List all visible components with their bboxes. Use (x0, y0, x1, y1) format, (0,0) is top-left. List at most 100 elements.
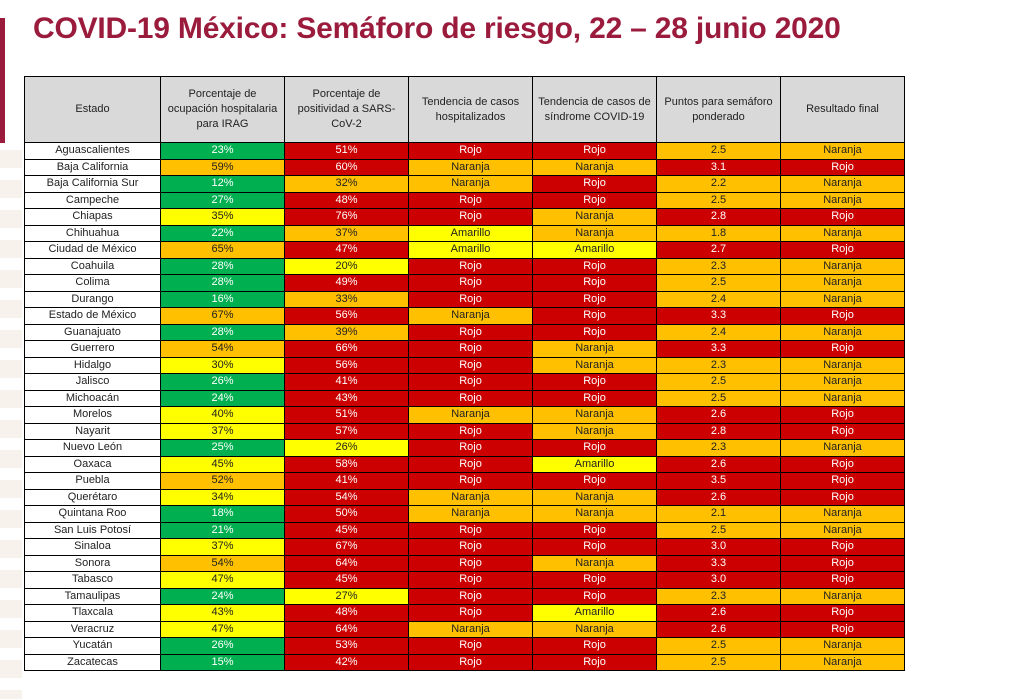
cell-sindrome: Rojo (532, 587, 657, 605)
table-body: Aguascalientes 23% 51% Rojo Rojo 2.5 Naranja Ba… (24, 142, 905, 671)
cell-puntos: 3.0 (656, 538, 781, 556)
table-row: Baja California 59% 60% Naranja Naranja 3.1 Ro… (24, 158, 905, 176)
cell-estado: Puebla (24, 472, 161, 490)
cell-ocupacion: 35% (160, 208, 285, 226)
header-positividad: Porcentaje de positividad a SARS-CoV-2 (284, 76, 409, 143)
cell-hosp: Rojo (408, 604, 533, 622)
cell-positividad: 41% (284, 373, 409, 391)
cell-resultado: Naranja (780, 521, 905, 539)
cell-ocupacion: 22% (160, 224, 285, 242)
cell-hosp: Rojo (408, 257, 533, 275)
cell-resultado: Rojo (780, 455, 905, 473)
table-row: Jalisco 26% 41% Rojo Rojo 2.5 Naranja (24, 373, 905, 391)
table-row: Yucatán 26% 53% Rojo Rojo 2.5 Naranja (24, 637, 905, 655)
cell-sindrome: Rojo (532, 472, 657, 490)
cell-puntos: 2.6 (656, 488, 781, 506)
table-row: Michoacán 24% 43% Rojo Rojo 2.5 Naranja (24, 389, 905, 407)
cell-sindrome: Rojo (532, 521, 657, 539)
cell-puntos: 2.6 (656, 604, 781, 622)
cell-resultado: Naranja (780, 389, 905, 407)
cell-positividad: 39% (284, 323, 409, 341)
cell-hosp: Rojo (408, 208, 533, 226)
cell-positividad: 26% (284, 439, 409, 457)
cell-sindrome: Rojo (532, 307, 657, 325)
table-row: Chiapas 35% 76% Rojo Naranja 2.8 Rojo (24, 208, 905, 226)
cell-ocupacion: 18% (160, 505, 285, 523)
table-row: Hidalgo 30% 56% Rojo Naranja 2.3 Naranja (24, 356, 905, 374)
table-row: Chihuahua 22% 37% Amarillo Naranja 1.8 Naranja (24, 224, 905, 242)
cell-estado: Baja California (24, 158, 161, 176)
cell-ocupacion: 59% (160, 158, 285, 176)
cell-positividad: 76% (284, 208, 409, 226)
cell-estado: Chiapas (24, 208, 161, 226)
header-resultado: Resultado final (780, 76, 905, 143)
cell-estado: Oaxaca (24, 455, 161, 473)
cell-positividad: 58% (284, 455, 409, 473)
cell-resultado: Naranja (780, 637, 905, 655)
cell-resultado: Naranja (780, 191, 905, 209)
cell-puntos: 2.6 (656, 620, 781, 638)
table-row: Querétaro 34% 54% Naranja Naranja 2.6 Rojo (24, 488, 905, 506)
page-title: COVID-19 México: Semáforo de riesgo, 22 … (33, 12, 841, 45)
cell-estado: Tamaulipas (24, 587, 161, 605)
cell-positividad: 45% (284, 571, 409, 589)
cell-puntos: 2.3 (656, 257, 781, 275)
table-row: Quintana Roo 18% 50% Naranja Naranja 2.1 Naran… (24, 505, 905, 523)
cell-resultado: Naranja (780, 356, 905, 374)
header-ocupacion: Porcentaje de ocupación hospitalaria par… (160, 76, 285, 143)
cell-estado: Nuevo León (24, 439, 161, 457)
header-puntos: Puntos para semáforo ponderado (656, 76, 781, 143)
cell-estado: Hidalgo (24, 356, 161, 374)
cell-hosp: Rojo (408, 373, 533, 391)
cell-puntos: 2.3 (656, 356, 781, 374)
cell-puntos: 2.6 (656, 455, 781, 473)
table-row: Campeche 27% 48% Rojo Rojo 2.5 Naranja (24, 191, 905, 209)
cell-positividad: 37% (284, 224, 409, 242)
cell-hosp: Rojo (408, 653, 533, 671)
cell-positividad: 67% (284, 538, 409, 556)
cell-puntos: 2.2 (656, 175, 781, 193)
cell-puntos: 2.5 (656, 389, 781, 407)
cell-puntos: 3.1 (656, 158, 781, 176)
cell-positividad: 51% (284, 142, 409, 160)
cell-resultado: Naranja (780, 653, 905, 671)
cell-hosp: Rojo (408, 290, 533, 308)
table-row: Colima 28% 49% Rojo Rojo 2.5 Naranja (24, 274, 905, 292)
cell-resultado: Rojo (780, 307, 905, 325)
cell-sindrome: Rojo (532, 191, 657, 209)
cell-sindrome: Rojo (532, 142, 657, 160)
cell-hosp: Naranja (408, 406, 533, 424)
cell-sindrome: Naranja (532, 158, 657, 176)
cell-estado: Estado de México (24, 307, 161, 325)
cell-hosp: Rojo (408, 142, 533, 160)
cell-sindrome: Rojo (532, 274, 657, 292)
cell-hosp: Rojo (408, 356, 533, 374)
cell-sindrome: Amarillo (532, 241, 657, 259)
table-row: Nayarit 37% 57% Rojo Naranja 2.8 Rojo (24, 422, 905, 440)
cell-resultado: Rojo (780, 554, 905, 572)
cell-ocupacion: 25% (160, 439, 285, 457)
cell-resultado: Rojo (780, 571, 905, 589)
table-row: Zacatecas 15% 42% Rojo Rojo 2.5 Naranja (24, 653, 905, 671)
cell-estado: Nayarit (24, 422, 161, 440)
cell-sindrome: Naranja (532, 208, 657, 226)
cell-positividad: 50% (284, 505, 409, 523)
table-row: Oaxaca 45% 58% Rojo Amarillo 2.6 Rojo (24, 455, 905, 473)
cell-estado: Jalisco (24, 373, 161, 391)
cell-positividad: 56% (284, 307, 409, 325)
cell-ocupacion: 26% (160, 637, 285, 655)
cell-resultado: Rojo (780, 472, 905, 490)
cell-positividad: 45% (284, 521, 409, 539)
cell-positividad: 64% (284, 620, 409, 638)
cell-sindrome: Naranja (532, 488, 657, 506)
cell-hosp: Rojo (408, 554, 533, 572)
cell-positividad: 54% (284, 488, 409, 506)
cell-hosp: Rojo (408, 422, 533, 440)
cell-positividad: 56% (284, 356, 409, 374)
cell-puntos: 2.3 (656, 439, 781, 457)
cell-ocupacion: 12% (160, 175, 285, 193)
cell-sindrome: Rojo (532, 257, 657, 275)
cell-positividad: 49% (284, 274, 409, 292)
table-row: Baja California Sur 12% 32% Naranja Rojo 2.2 N… (24, 175, 905, 193)
cell-puntos: 3.5 (656, 472, 781, 490)
